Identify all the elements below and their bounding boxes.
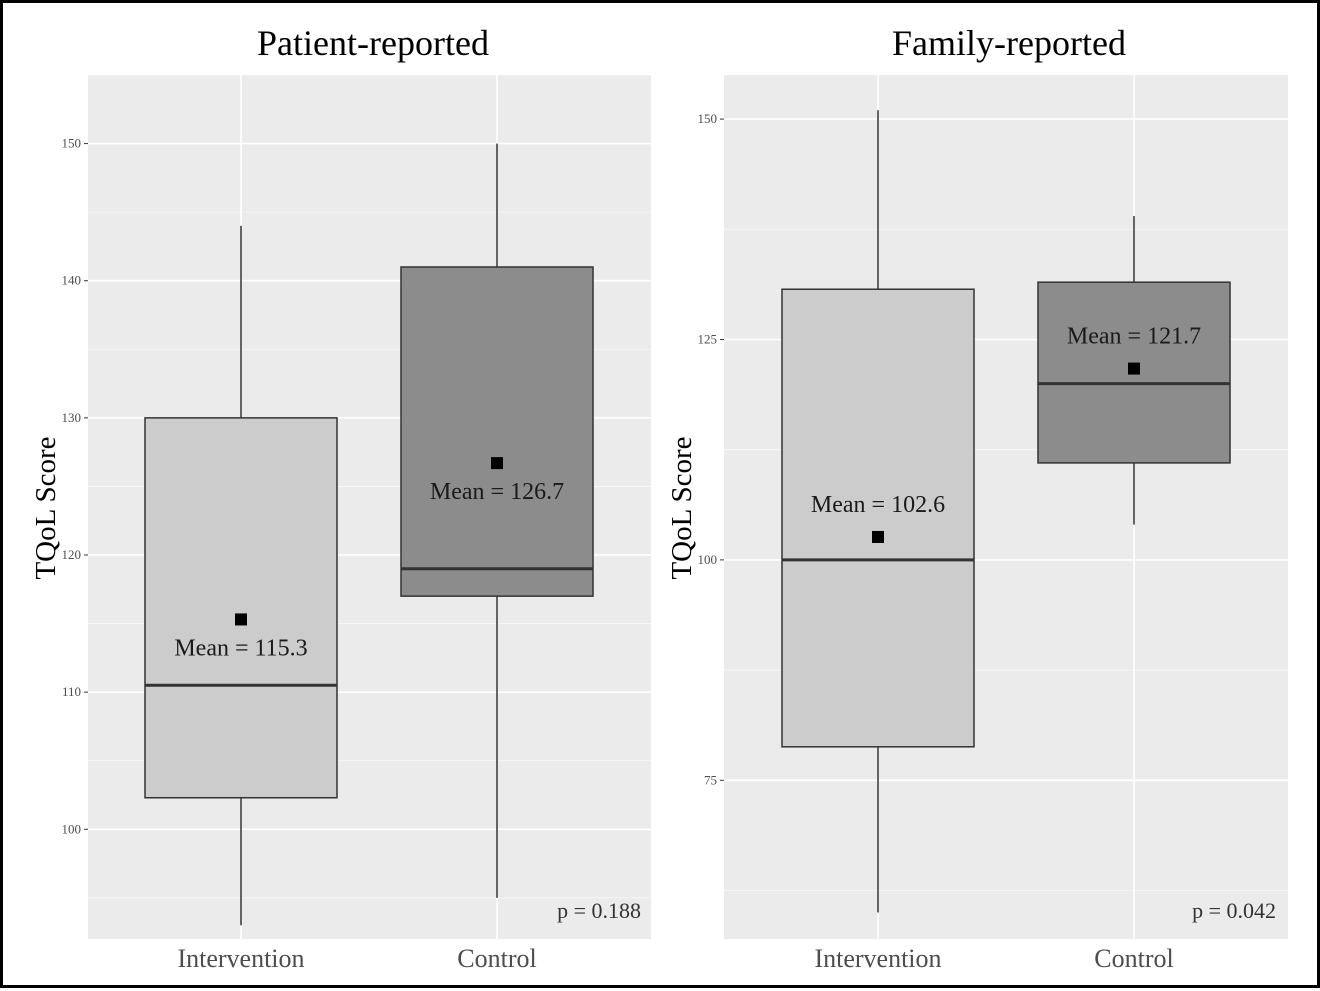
box-intervention: Mean = 102.6 xyxy=(781,110,975,913)
boxplot-figure: 100 110 120 130 140 150 Patient-reported TQoL… xyxy=(30,23,1288,973)
y-tick-label: 110 xyxy=(62,684,81,699)
panel-title-patient-reported: Patient-reported xyxy=(257,23,489,63)
mean-label: Mean = 121.7 xyxy=(1067,324,1201,350)
x-tick-label-intervention: Intervention xyxy=(177,944,304,973)
panel-family-reported: 75 100 125 150 Family-reported TQoL Score p… xyxy=(666,23,1288,973)
box-control: Mean = 121.7 xyxy=(1037,216,1231,525)
x-tick-label-control: Control xyxy=(1094,944,1173,973)
y-tick-label: 120 xyxy=(62,547,82,562)
x-tick-label-control: Control xyxy=(457,944,536,973)
y-axis-title-patient-reported: TQoL Score xyxy=(30,436,62,579)
mean-marker xyxy=(1128,362,1140,375)
y-tick-label: 150 xyxy=(698,111,718,126)
box-iqr xyxy=(400,266,594,597)
mean-label: Mean = 126.7 xyxy=(430,479,564,505)
mean-label: Mean = 102.6 xyxy=(811,492,945,518)
mean-marker xyxy=(872,530,884,543)
mean-marker xyxy=(235,613,247,626)
box-iqr xyxy=(144,417,338,799)
p-value-patient-reported: p = 0.188 xyxy=(557,898,641,923)
y-tick-label: 140 xyxy=(62,273,82,288)
panel-title-family-reported: Family-reported xyxy=(892,23,1126,63)
box-intervention: Mean = 115.3 xyxy=(144,225,338,926)
y-tick-label: 125 xyxy=(698,331,718,346)
panel-patient-reported: 100 110 120 130 140 150 Patient-reported TQoL… xyxy=(30,23,651,973)
p-value-family-reported: p = 0.042 xyxy=(1192,898,1276,923)
box-control: Mean = 126.7 xyxy=(400,143,594,898)
y-tick-label: 100 xyxy=(698,552,718,567)
mean-marker xyxy=(491,457,503,470)
y-tick-label: 100 xyxy=(62,821,82,836)
y-tick-label: 75 xyxy=(704,772,717,787)
mean-label: Mean = 115.3 xyxy=(174,635,307,661)
y-tick-label: 130 xyxy=(62,410,82,425)
x-tick-label-intervention: Intervention xyxy=(814,944,941,973)
box-iqr xyxy=(781,288,975,748)
y-tick-label: 150 xyxy=(62,136,82,151)
y-axis-title-family-reported: TQoL Score xyxy=(666,436,698,579)
